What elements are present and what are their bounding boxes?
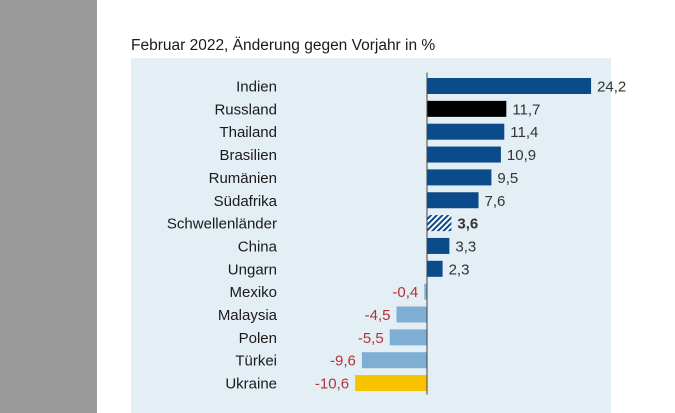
value-label: 9,5 xyxy=(497,170,518,187)
left-gray-strip xyxy=(0,0,97,413)
bar xyxy=(361,352,427,369)
category-label: Schwellenländer xyxy=(167,216,277,233)
value-label: 24,2 xyxy=(597,79,626,96)
value-label: 7,6 xyxy=(485,193,506,210)
bar xyxy=(427,123,505,140)
category-label: Indien xyxy=(236,79,277,96)
value-label: -5,5 xyxy=(358,330,384,347)
value-label: 3,6 xyxy=(457,216,478,233)
bar xyxy=(396,306,427,323)
category-label: Südafrika xyxy=(214,193,278,210)
value-label: 11,7 xyxy=(512,101,540,118)
category-label: Ukraine xyxy=(225,376,277,393)
bar xyxy=(355,375,427,392)
category-label: Rumänien xyxy=(209,170,277,187)
bar xyxy=(427,215,452,232)
chart-title: Februar 2022, Änderung gegen Vorjahr in … xyxy=(131,37,436,54)
category-label: Mexiko xyxy=(229,284,277,301)
value-label: -9,6 xyxy=(330,353,356,370)
bar xyxy=(427,260,443,277)
value-label: -4,5 xyxy=(365,307,391,324)
category-label: Thailand xyxy=(219,124,277,141)
value-label: 11,4 xyxy=(510,124,538,141)
bar xyxy=(427,192,479,209)
bar xyxy=(427,100,507,117)
bar xyxy=(427,146,501,163)
bar xyxy=(427,237,450,254)
category-label: Russland xyxy=(214,101,277,118)
category-label: China xyxy=(238,238,278,255)
bar xyxy=(389,329,427,346)
category-label: Polen xyxy=(239,330,277,347)
value-label: -10,6 xyxy=(315,376,349,393)
value-label: 10,9 xyxy=(507,147,536,164)
category-label: Malaysia xyxy=(218,307,278,324)
bar xyxy=(427,78,592,94)
value-label: 3,3 xyxy=(455,238,476,255)
category-label: Türkei xyxy=(235,353,277,370)
category-label: Brasilien xyxy=(219,147,277,164)
category-label: Ungarn xyxy=(228,261,277,278)
value-label: 2,3 xyxy=(449,261,470,278)
bar xyxy=(424,283,427,300)
bar xyxy=(427,169,492,186)
value-label: -0,4 xyxy=(392,284,418,301)
